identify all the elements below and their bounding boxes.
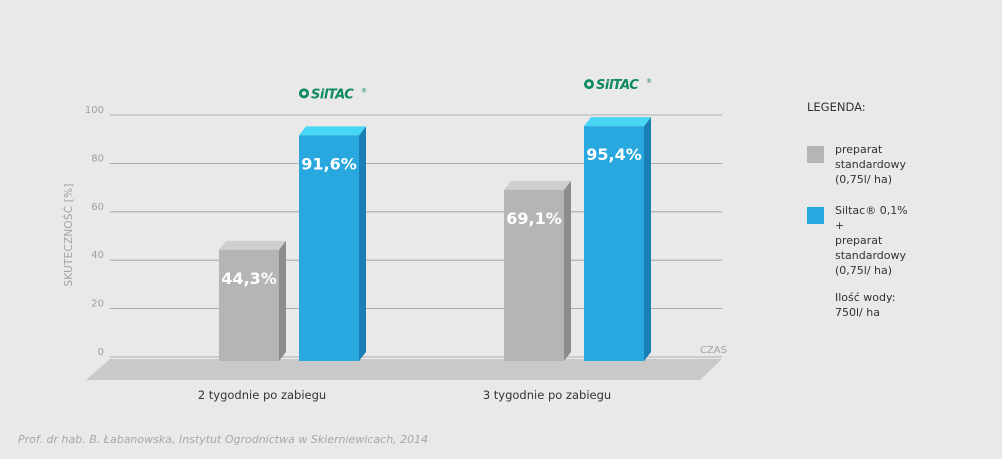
bar-side — [564, 180, 571, 361]
bar-side — [644, 117, 651, 361]
source-citation: Prof. dr hab. B. Łabanowska, Instytut Og… — [18, 433, 429, 446]
data-label-standard-1: 44,3% — [221, 269, 277, 288]
bar-standard-1: 44,3% — [219, 240, 286, 361]
y-tick-60: 60 — [91, 202, 104, 213]
data-label-siltac-2: 95,4% — [586, 145, 642, 164]
category-labels: 2 tygodnie po zabiegu 3 tygodnie po zabie… — [198, 388, 611, 402]
logo-leaf-inner — [586, 81, 592, 87]
y-tick-80: 80 — [91, 153, 104, 164]
bar-side — [279, 240, 286, 361]
legend-label-siltac: Siltac® 0,1% + preparat standardowy (0,7… — [835, 204, 908, 277]
legend-label-standard: preparat standardowy (0,75l/ ha) — [835, 143, 907, 186]
bar-siltac-1: 91,6% — [299, 126, 366, 361]
bar-top — [504, 180, 571, 190]
logo-registered-mark: ® — [646, 78, 652, 85]
data-label-standard-2: 69,1% — [506, 209, 562, 228]
bar-top — [299, 126, 366, 136]
bar-standard-2: 69,1% — [504, 180, 571, 361]
chart-floor — [86, 359, 722, 380]
legend-item-siltac: Siltac® 0,1% + preparat standardowy (0,7… — [807, 203, 997, 278]
logo-leaf-inner — [301, 91, 307, 96]
logo-registered-mark: ® — [361, 87, 367, 94]
data-label-siltac-1: 91,6% — [301, 154, 357, 173]
bar-side — [359, 126, 366, 361]
legend-swatch-standard — [807, 146, 824, 163]
y-tick-20: 20 — [91, 299, 104, 310]
bar-front — [584, 126, 644, 362]
category-label-1: 2 tygodnie po zabiegu — [198, 388, 326, 402]
x-axis-label: CZAS — [700, 345, 727, 356]
bar-front — [219, 249, 279, 361]
bars: 44,3% 91,6% 69,1% 95,4% — [219, 117, 651, 362]
logo-text: SilTAC — [596, 78, 639, 93]
logos: SilTAC ® SilTAC ® — [299, 78, 652, 102]
y-tick-0: 0 — [98, 347, 104, 358]
logo-text: SilTAC — [311, 87, 354, 102]
bar-siltac-2: 95,4% — [584, 117, 651, 362]
legend-water-note: Ilość wody: 750l/ ha — [835, 291, 896, 319]
y-tick-100: 100 — [85, 105, 104, 116]
legend-swatch-siltac — [807, 207, 824, 224]
siltac-logo-1: SilTAC ® — [299, 87, 367, 102]
y-axis-label: SKUTECZNOŚĆ [%] — [62, 183, 75, 286]
siltac-logo-2: SilTAC ® — [584, 78, 652, 93]
bar-top — [584, 117, 651, 127]
bar-top — [219, 240, 286, 250]
category-label-2: 3 tygodnie po zabiegu — [483, 388, 611, 402]
bar-front — [504, 189, 564, 361]
legend-item-standard: preparat standardowy (0,75l/ ha) — [807, 142, 997, 187]
bar-front — [299, 135, 359, 361]
y-ticks: 0 20 40 60 80 100 — [85, 105, 104, 358]
legend: LEGENDA: preparat standardowy (0,75l/ ha… — [807, 100, 997, 320]
legend-title: LEGENDA: — [807, 100, 866, 114]
y-tick-40: 40 — [91, 250, 104, 261]
